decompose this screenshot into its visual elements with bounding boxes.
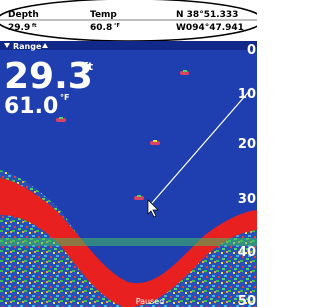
temp-unit: °F <box>114 23 120 29</box>
scale-label: 20 <box>238 137 256 152</box>
fishfinder-screen: Depth 29.9 ft Temp 60.8 °F N 38°51.333 W… <box>0 0 257 307</box>
sonar-depth-unit: ft <box>83 60 93 73</box>
scale-label: 40 <box>238 245 256 260</box>
scale-label: 30 <box>238 192 256 207</box>
thermocline-band <box>0 238 257 246</box>
status-label: Paused <box>136 297 165 306</box>
longitude: W094°47.941 <box>176 23 244 33</box>
sonar-depth: 29.3 <box>4 56 93 97</box>
range-label[interactable]: Range <box>13 42 42 51</box>
scale-label: 10 <box>238 87 256 102</box>
scale-label: 0 <box>247 43 256 58</box>
sonar-temp-unit: °F <box>60 93 69 102</box>
sonar-temp: 61.0 <box>4 94 58 119</box>
depth-unit: ft <box>32 23 37 29</box>
temp-label: Temp <box>90 10 117 20</box>
latitude: N 38°51.333 <box>176 10 238 20</box>
scale-label: 50 <box>238 294 256 307</box>
depth-label: Depth <box>8 10 39 20</box>
temp-value: 60.8 <box>90 23 112 33</box>
